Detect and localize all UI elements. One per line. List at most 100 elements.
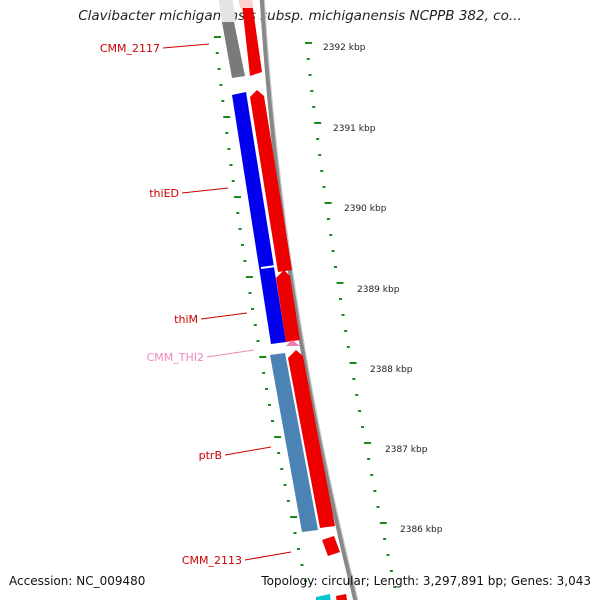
gene-label-thim[interactable]: thiM [174, 313, 198, 326]
gene-feature-forward-6[interactable] [336, 594, 348, 600]
gene-label-leader [200, 312, 248, 320]
gene-label-leader [244, 551, 292, 561]
minor-tick-mark [361, 426, 365, 428]
gene-feature-thied[interactable] [232, 92, 286, 344]
minor-tick-mark [251, 308, 255, 310]
minor-tick-mark [338, 298, 342, 300]
minor-tick-mark [219, 84, 223, 86]
scale-labels: 2392 kbp 2391 kbp 2390 kbp 2389 kbp 2388… [323, 43, 443, 535]
map-title: Clavibacter michiganensis subsp. michiga… [78, 8, 522, 24]
gene-label-cmm-2113[interactable]: CMM_2113 [182, 554, 242, 567]
tick-tracks [214, 36, 397, 588]
minor-tick-mark [393, 586, 397, 588]
minor-tick-mark [389, 570, 393, 572]
minor-tick-mark [310, 90, 314, 92]
minor-tick-mark [238, 228, 242, 230]
minor-tick-mark [316, 138, 320, 140]
gene-label-leader [162, 43, 210, 49]
scale-tick-label: 2390 kbp [344, 204, 387, 214]
gene-feature-cmm-thi2[interactable] [286, 340, 300, 346]
gene-label-cmm-thi2[interactable]: CMM_THI2 [147, 351, 204, 364]
minor-tick-mark [229, 164, 233, 166]
gene-feature-forward-3[interactable] [276, 270, 300, 342]
minor-tick-mark [344, 330, 348, 332]
gene-label-leader [206, 349, 255, 358]
gene-label-cmm-2117[interactable]: CMM_2117 [100, 42, 160, 55]
gene-feature-forward-1[interactable] [241, 0, 262, 76]
gene-feature-forward-4[interactable] [288, 350, 335, 528]
minor-tick-mark [280, 468, 284, 470]
minor-tick-mark [312, 106, 316, 108]
scale-tick-label: 2387 kbp [385, 445, 428, 455]
minor-tick-mark [358, 410, 362, 412]
minor-tick-mark [306, 58, 310, 60]
minor-tick-mark [331, 250, 335, 252]
gene-label-leader [181, 187, 229, 194]
minor-tick-mark [383, 538, 387, 540]
major-tick-mark [274, 436, 282, 438]
minor-tick-mark [265, 388, 269, 390]
minor-tick-mark [300, 564, 304, 566]
scale-tick-label: 2392 kbp [323, 43, 366, 53]
major-tick-mark [314, 122, 322, 124]
minor-tick-mark [267, 404, 271, 406]
minor-tick-mark [286, 500, 290, 502]
major-tick-mark [245, 276, 253, 278]
accession-text: Accession: NC_009480 [9, 574, 146, 588]
minor-tick-mark [253, 324, 257, 326]
minor-tick-mark [240, 244, 244, 246]
gene-feature-cmm-2113[interactable] [316, 594, 331, 600]
minor-tick-mark [322, 186, 326, 188]
minor-tick-mark [227, 148, 231, 150]
minor-tick-mark [373, 490, 377, 492]
minor-tick-mark [320, 170, 324, 172]
gene-feature-forward-5[interactable] [322, 536, 340, 556]
minor-tick-mark [221, 100, 225, 102]
minor-tick-mark [262, 372, 266, 374]
gene-feature-cmm-2117[interactable] [222, 22, 245, 78]
major-tick-mark [324, 202, 332, 204]
minor-tick-mark [248, 292, 252, 294]
minor-tick-mark [333, 266, 337, 268]
minor-tick-mark [367, 458, 371, 460]
minor-tick-mark [326, 218, 330, 220]
minor-tick-mark [346, 346, 350, 348]
minor-tick-mark [293, 532, 297, 534]
gene-feature-ptrb[interactable] [270, 353, 318, 532]
major-tick-mark [214, 36, 221, 38]
minor-tick-mark [376, 506, 380, 508]
minor-tick-mark [225, 132, 229, 134]
minor-tick-mark [308, 74, 312, 76]
gene-label-thied[interactable]: thiED [149, 187, 179, 200]
minor-tick-mark [341, 314, 345, 316]
minor-tick-mark [318, 154, 322, 156]
gene-label-ptrb[interactable]: ptrB [199, 449, 222, 462]
minor-tick-mark [370, 474, 374, 476]
minor-tick-mark [217, 68, 221, 70]
minor-tick-mark [243, 260, 247, 262]
minor-tick-mark [283, 484, 287, 486]
major-tick-mark [379, 522, 387, 524]
minor-tick-mark [236, 212, 240, 214]
gene-feature-forward-2[interactable] [250, 90, 292, 272]
gene-feature-forward-1-faded [238, 0, 253, 8]
minor-tick-mark [270, 420, 274, 422]
minor-tick-mark [296, 548, 300, 550]
gene-feature-thied-sep [260, 265, 277, 269]
major-tick-mark [259, 356, 267, 358]
scale-tick-label: 2386 kbp [400, 525, 443, 535]
minor-tick-mark [256, 340, 260, 342]
major-tick-mark [336, 282, 344, 284]
minor-tick-mark [352, 378, 356, 380]
major-tick-mark [233, 196, 241, 198]
minor-tick-mark [231, 180, 235, 182]
major-tick-mark [223, 116, 231, 118]
genome-backbone-highlight [263, 0, 359, 600]
gene-feature-cmm-2117-faded [218, 0, 236, 22]
minor-tick-mark [329, 234, 333, 236]
minor-tick-mark [304, 580, 307, 582]
minor-tick-mark [355, 394, 359, 396]
major-tick-mark [305, 42, 312, 44]
